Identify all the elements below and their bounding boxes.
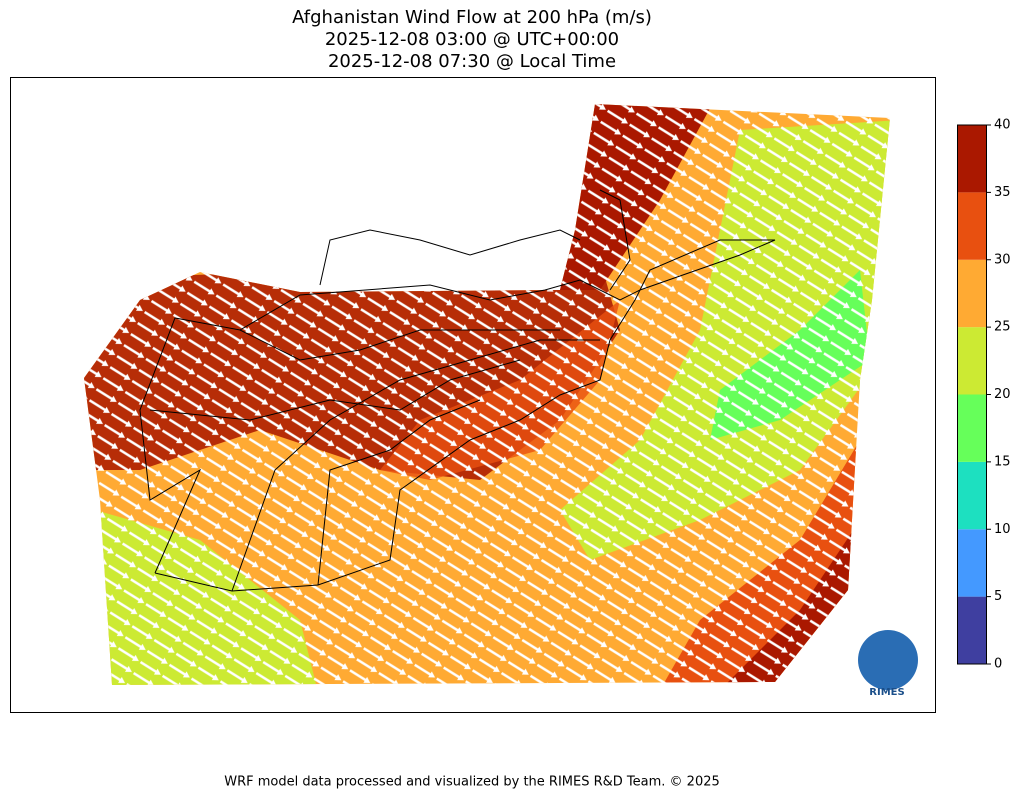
footer: WRF model data processed and visualized …	[224, 775, 720, 790]
colorbar-tick-label: 30	[994, 252, 1011, 267]
colorbar-tick-label: 0	[994, 657, 1002, 672]
colorbar-segment	[957, 596, 986, 664]
country-borders	[139, 189, 776, 592]
map-frame	[10, 77, 936, 713]
logo-text: RIMES	[869, 687, 904, 698]
logo-emblem	[858, 630, 918, 690]
colorbar-segment	[957, 394, 986, 462]
map-subtitle: 2025-12-08 03:00 @ UTC+00:00	[325, 29, 619, 50]
colorbar-segment	[957, 461, 986, 530]
colorbar-tick-label: 25	[994, 320, 1011, 335]
map-subtitle: 2025-12-08 07:30 @ Local Time	[328, 51, 616, 72]
colorbar-tick-label: 5	[994, 589, 1002, 604]
map-title: Afghanistan Wind Flow at 200 hPa (m/s)	[292, 7, 652, 28]
colorbar-tick-label: 15	[994, 454, 1011, 469]
colorbar-tick-label: 20	[994, 387, 1011, 402]
colorbar-segment	[957, 192, 986, 260]
colorbar-segment	[957, 125, 986, 193]
colorbar: 0 5 10 15 20 25 30 35 40	[957, 118, 1011, 672]
colorbar-segment	[957, 259, 986, 328]
colorbar-segment	[957, 529, 986, 597]
colorbar-tick-label: 35	[994, 185, 1011, 200]
colorbar-segment	[957, 327, 986, 395]
colorbar-tick-label: 10	[994, 522, 1011, 537]
wind-field	[84, 104, 890, 685]
colorbar-tick-label: 40	[994, 118, 1011, 133]
